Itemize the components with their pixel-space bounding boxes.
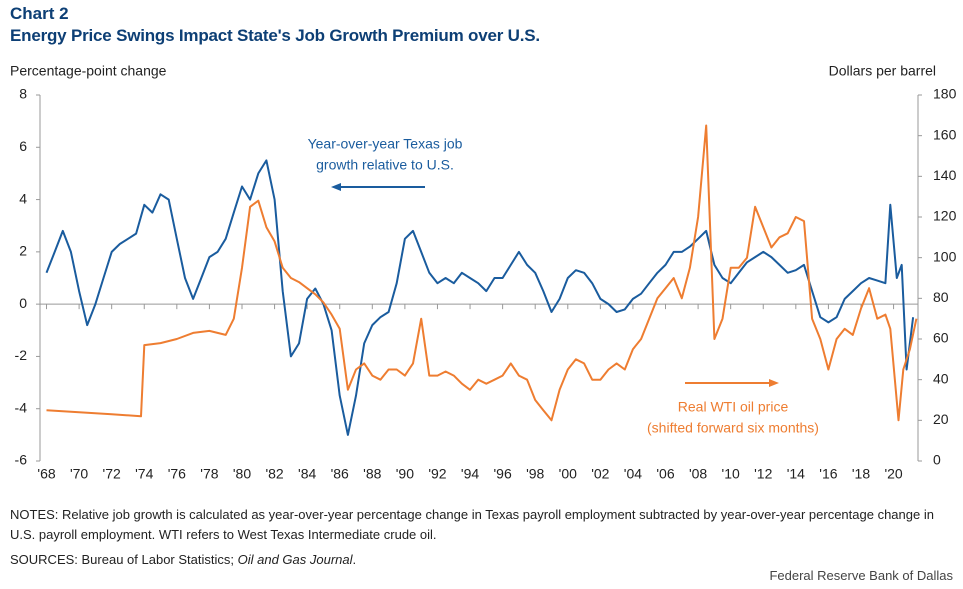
y2-tick-label: 120	[933, 208, 957, 224]
x-tick-label: '80	[233, 466, 251, 482]
chart: Percentage-point change Dollars per barr…	[10, 63, 957, 482]
x-tick-label: '14	[787, 466, 805, 482]
y2-tick-label: 20	[933, 411, 949, 427]
y-tick-label: -2	[15, 347, 28, 363]
footer: Federal Reserve Bank of Dallas	[769, 568, 953, 583]
y-tick-label: 0	[19, 295, 27, 311]
annotation: Real WTI oil price	[678, 399, 789, 415]
x-tick-label: '16	[819, 466, 837, 482]
notes: NOTES: Relative job growth is calculated…	[10, 507, 934, 542]
x-tick-label: '92	[428, 466, 446, 482]
y-tick-label: -6	[15, 452, 28, 468]
arrow-head	[331, 183, 341, 191]
sources-text: SOURCES: Bureau of Labor Statistics;	[10, 552, 234, 567]
x-tick-label: '78	[200, 466, 218, 482]
x-tick-label: '96	[493, 466, 511, 482]
x-tick-label: '86	[331, 466, 349, 482]
x-tick-label: '84	[298, 466, 316, 482]
y2-tick-label: 140	[933, 167, 957, 183]
x-tick-label: '06	[656, 466, 674, 482]
y-axis-label: Percentage-point change	[10, 63, 167, 79]
sources-end: .	[352, 552, 357, 567]
y-tick-label: -4	[15, 399, 28, 415]
y2-axis-label: Dollars per barrel	[829, 63, 936, 79]
chart-label: Chart 2	[10, 4, 69, 23]
y2-tick-label: 0	[933, 452, 941, 468]
y-tick-label: 6	[19, 138, 27, 154]
sources-italic: Oil and Gas Journal	[237, 552, 353, 567]
series-line	[45, 159, 915, 436]
arrow-head	[769, 379, 779, 387]
x-tick-label: '70	[70, 466, 88, 482]
x-tick-label: '02	[591, 466, 609, 482]
x-tick-label: '82	[265, 466, 283, 482]
x-tick-label: '72	[103, 466, 121, 482]
x-tick-label: '98	[526, 466, 544, 482]
x-tick-label: '10	[722, 466, 740, 482]
x-tick-label: '68	[37, 466, 55, 482]
y-tick-label: 4	[19, 190, 27, 206]
y2-tick-label: 180	[933, 86, 957, 102]
y2-tick-label: 40	[933, 370, 949, 386]
x-tick-label: '12	[754, 466, 772, 482]
x-tick-label: '00	[559, 466, 577, 482]
x-tick-label: '04	[624, 466, 642, 482]
y2-tick-label: 160	[933, 126, 957, 142]
y2-tick-label: 100	[933, 248, 957, 264]
y-tick-label: 2	[19, 243, 27, 259]
annotation: (shifted forward six months)	[647, 420, 819, 436]
x-tick-label: '90	[396, 466, 414, 482]
x-tick-label: '88	[363, 466, 381, 482]
x-tick-label: '20	[884, 466, 902, 482]
y2-tick-label: 60	[933, 330, 949, 346]
y2-tick-label: 80	[933, 289, 949, 305]
x-tick-label: '74	[135, 466, 153, 482]
x-tick-label: '18	[852, 466, 870, 482]
x-tick-label: '08	[689, 466, 707, 482]
annotation: growth relative to U.S.	[316, 157, 454, 173]
y-tick-label: 8	[19, 86, 27, 102]
x-tick-label: '94	[461, 466, 479, 482]
sources: SOURCES: Bureau of Labor Statistics; Oil…	[10, 552, 356, 567]
series-line	[46, 124, 918, 422]
chart-title: Energy Price Swings Impact State's Job G…	[10, 26, 540, 45]
annotation: Year-over-year Texas job	[308, 136, 463, 152]
x-tick-label: '76	[168, 466, 186, 482]
